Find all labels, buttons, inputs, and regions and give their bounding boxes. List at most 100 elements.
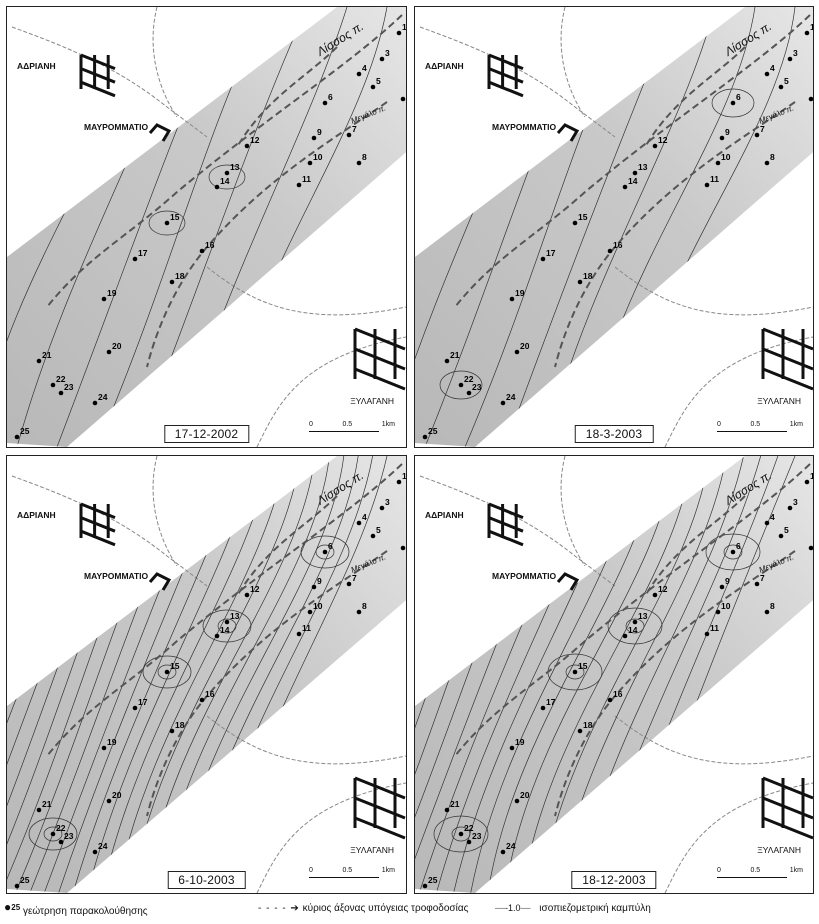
well-label: 18 bbox=[175, 271, 185, 281]
scale-tick-1: 0.5 bbox=[750, 867, 761, 874]
well-label: 11 bbox=[710, 174, 719, 184]
well-point bbox=[169, 728, 175, 734]
well-point bbox=[764, 71, 770, 77]
legend-well-text: γεώτρηση παρακολούθησης bbox=[22, 906, 148, 918]
well-label: 14 bbox=[220, 625, 230, 635]
town-mavrommatio-icon bbox=[148, 572, 172, 591]
well-point bbox=[379, 505, 385, 511]
well-label: 1 bbox=[810, 471, 813, 481]
well-label: 3 bbox=[385, 497, 390, 507]
well-point bbox=[379, 56, 385, 62]
well-point bbox=[92, 849, 98, 855]
scale-tick-0: 0 bbox=[717, 421, 721, 428]
well-label: 21 bbox=[42, 350, 52, 360]
well-label: 8 bbox=[362, 152, 367, 162]
place-label-adriani: ΑΔΡΙΑΝΗ bbox=[425, 61, 464, 71]
well-label: 5 bbox=[376, 76, 381, 86]
well-label: 20 bbox=[520, 341, 530, 351]
dashed-arrow-icon: - - - - ➔ bbox=[258, 903, 300, 914]
well-label: 17 bbox=[138, 248, 148, 258]
well-label: 16 bbox=[613, 689, 623, 699]
legend-axis-text: κύριος άξονας υπόγειας τροφοδοσίας bbox=[302, 903, 469, 914]
well-point bbox=[311, 584, 317, 590]
well-label: 7 bbox=[760, 124, 765, 134]
well-point bbox=[540, 256, 546, 262]
well-label: 12 bbox=[658, 584, 668, 594]
well-label: 20 bbox=[520, 790, 530, 800]
well-point bbox=[50, 831, 56, 837]
recharge-axes bbox=[454, 463, 811, 817]
well-point bbox=[224, 619, 230, 625]
well-point bbox=[764, 609, 770, 615]
place-label-xylagani: ΞΥΛΑΓΑΝΗ bbox=[350, 845, 394, 855]
well-point bbox=[370, 533, 376, 539]
well-point bbox=[719, 584, 725, 590]
well-label: 25 bbox=[20, 875, 30, 885]
well-point bbox=[101, 745, 107, 751]
well-label: 17 bbox=[138, 697, 148, 707]
well-label: 9 bbox=[317, 576, 322, 586]
well-point bbox=[764, 160, 770, 166]
well-label: 8 bbox=[770, 601, 775, 611]
place-label-mavrommatio: ΜΑΥΡΟΜΜΑΤΙΟ bbox=[492, 571, 557, 581]
well-label: 12 bbox=[250, 584, 260, 594]
well-label: 6 bbox=[328, 541, 333, 551]
legend-contour-sample: -1.0 bbox=[505, 903, 521, 913]
recharge-axes bbox=[46, 463, 403, 817]
well-point bbox=[778, 533, 784, 539]
well-point bbox=[715, 160, 721, 166]
well-point bbox=[500, 400, 506, 406]
town-adriani-icon bbox=[79, 53, 116, 98]
well-point bbox=[730, 100, 736, 106]
well-point bbox=[778, 84, 784, 90]
well-point bbox=[164, 669, 170, 675]
well-point bbox=[652, 143, 658, 149]
well-point bbox=[540, 705, 546, 711]
well-label: 14 bbox=[220, 176, 230, 186]
map-panel-1: 1234567891011121314151617181920212223242… bbox=[6, 6, 407, 448]
place-label-xylagani: ΞΥΛΑΓΑΝΗ bbox=[757, 396, 801, 406]
well-label: 18 bbox=[583, 271, 593, 281]
scale-tick-0: 0 bbox=[309, 421, 313, 428]
well-label: 18 bbox=[583, 720, 593, 730]
well-label: 24 bbox=[506, 841, 516, 851]
scale-tick-2: 1km bbox=[381, 421, 395, 428]
well-point bbox=[466, 839, 472, 845]
well-label: 7 bbox=[760, 573, 765, 583]
well-label: 1 bbox=[810, 22, 813, 32]
well-label: 19 bbox=[107, 288, 117, 298]
well-point bbox=[214, 184, 220, 190]
well-label: 10 bbox=[313, 601, 323, 611]
place-label-xylagani: ΞΥΛΑΓΑΝΗ bbox=[757, 845, 801, 855]
well-point bbox=[132, 705, 138, 711]
well-label: 19 bbox=[515, 288, 525, 298]
well-point bbox=[509, 745, 515, 751]
well-point bbox=[764, 520, 770, 526]
well-label: 21 bbox=[42, 799, 52, 809]
town-mavrommatio-icon bbox=[556, 572, 580, 591]
well-point bbox=[715, 609, 721, 615]
well-label: 25 bbox=[20, 426, 30, 436]
well-label: 12 bbox=[658, 135, 668, 145]
well-point bbox=[500, 849, 506, 855]
well-point bbox=[36, 358, 42, 364]
well-label: 23 bbox=[64, 831, 74, 841]
well-label: 13 bbox=[230, 162, 240, 172]
well-point bbox=[572, 220, 578, 226]
well-label: 18 bbox=[175, 720, 185, 730]
map-svg: 1234567891011121314151617181920212223242… bbox=[415, 456, 813, 893]
scale-tick-2: 1km bbox=[789, 421, 803, 428]
legend-contour-text: ισοπιεζομετρική καμπύλη bbox=[539, 903, 651, 914]
place-label-adriani: ΑΔΡΙΑΝΗ bbox=[425, 510, 464, 520]
well-point bbox=[509, 296, 515, 302]
well-point bbox=[58, 839, 64, 845]
well-point bbox=[444, 807, 450, 813]
well-point bbox=[311, 135, 317, 141]
well-label: 24 bbox=[506, 392, 516, 402]
wells: 1234567891011121314151617181920212223242… bbox=[14, 471, 406, 889]
scale-bar: 0 0.5 1km bbox=[715, 867, 805, 879]
well-label: 5 bbox=[784, 76, 789, 86]
well-point bbox=[458, 831, 464, 837]
well-point bbox=[754, 132, 760, 138]
place-label-adriani: ΑΔΡΙΑΝΗ bbox=[17, 510, 56, 520]
